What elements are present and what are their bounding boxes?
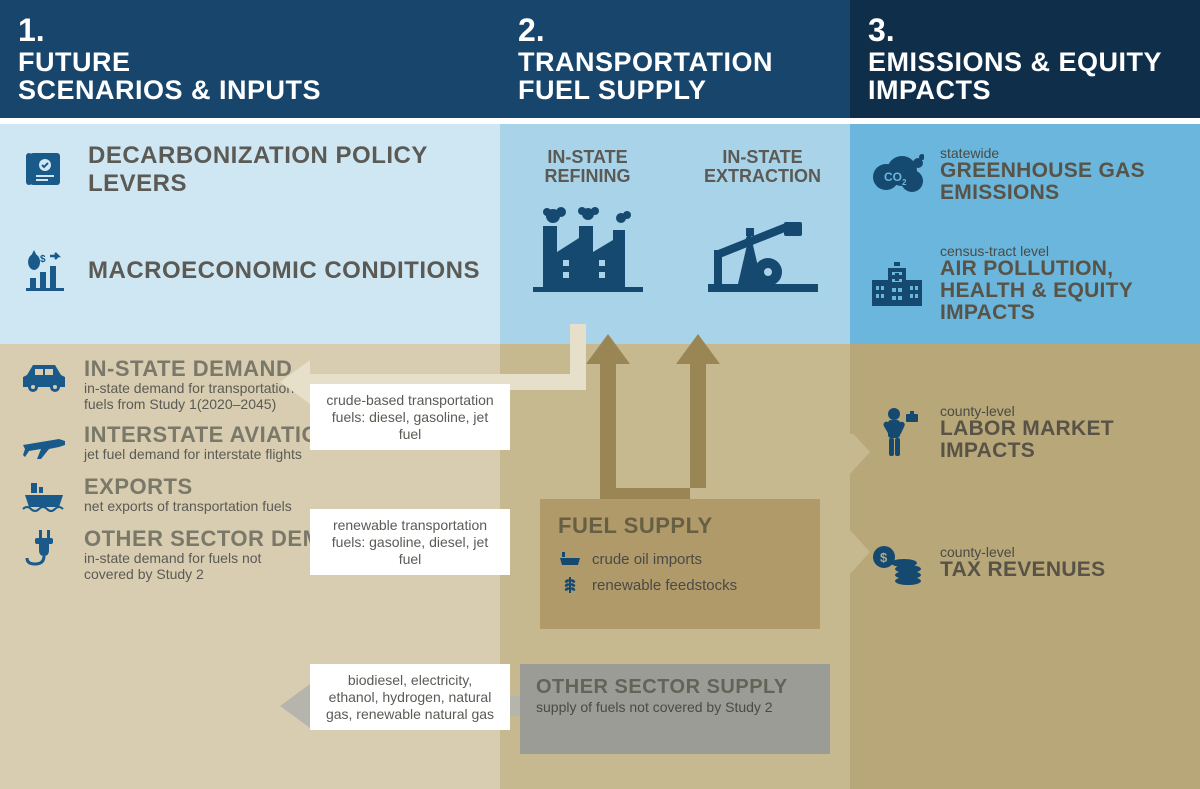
wheat-icon xyxy=(558,575,582,595)
instate-demand-sub: in-state demand for transportation fuels… xyxy=(84,380,304,412)
callout-crude: crude-based transportation fuels: diesel… xyxy=(310,384,510,450)
fuel-supply-line2: renewable feedstocks xyxy=(558,575,802,595)
aviation-sub: jet fuel demand for interstate flights xyxy=(84,446,304,462)
exports-title: EXPORTS xyxy=(84,476,292,498)
other-demand-sub: in-state demand for fuels not covered by… xyxy=(84,550,304,582)
cell-col1-row1: DECARBONIZATION POLICY LEVERS $ MACROECO… xyxy=(0,124,500,344)
extraction-label: IN-STATE EXTRACTION xyxy=(698,148,828,186)
plug-icon xyxy=(20,528,68,568)
macro-conditions-item: $ MACROECONOMIC CONDITIONS xyxy=(0,216,500,314)
coins-icon: $ xyxy=(870,536,924,590)
aviation-title: INTERSTATE AVIATION xyxy=(84,424,336,446)
tanker-icon xyxy=(558,549,582,569)
ghg-title: GREENHOUSE GAS EMISSIONS xyxy=(940,160,1180,204)
header-3-num: 3. xyxy=(868,14,1182,46)
arrow-to-impacts xyxy=(820,434,870,674)
header-2-title: TRANSPORTATION FUEL SUPPLY xyxy=(518,48,832,105)
other-supply-sub: supply of fuels not covered by Study 2 xyxy=(536,699,814,716)
ship-icon xyxy=(20,476,68,516)
instate-demand-title: IN-STATE DEMAND xyxy=(84,358,304,380)
exports-sub: net exports of transportation fuels xyxy=(84,498,292,514)
policy-levers-item: DECARBONIZATION POLICY LEVERS xyxy=(0,124,500,216)
plane-icon xyxy=(20,424,68,464)
header-2-num: 2. xyxy=(518,14,832,46)
diagram-container: 1. FUTURE SCENARIOS & INPUTS 2. TRANSPOR… xyxy=(0,0,1200,789)
air-pollution-item: census-tract level AIR POLLUTION, HEALTH… xyxy=(850,218,1200,338)
header-col-2: 2. TRANSPORTATION FUEL SUPPLY xyxy=(500,0,850,118)
extraction-block: IN-STATE EXTRACTION xyxy=(688,142,838,292)
air-scope: census-tract level xyxy=(940,244,1180,258)
car-icon xyxy=(20,358,68,398)
worker-icon xyxy=(870,406,924,460)
refining-label: IN-STATE REFINING xyxy=(523,148,653,186)
header-col-1: 1. FUTURE SCENARIOS & INPUTS xyxy=(0,0,500,118)
refining-block: IN-STATE REFINING xyxy=(513,142,663,292)
labor-impacts-item: county-level LABOR MARKET IMPACTS xyxy=(850,344,1200,476)
labor-scope: county-level xyxy=(940,404,1180,418)
body-grid: DECARBONIZATION POLICY LEVERS $ MACROECO… xyxy=(0,124,1200,789)
fuel-supply-line1: crude oil imports xyxy=(558,549,802,569)
header-1-title: FUTURE SCENARIOS & INPUTS xyxy=(18,48,482,105)
arrow-fuelsupply-up xyxy=(560,324,780,504)
header-row: 1. FUTURE SCENARIOS & INPUTS 2. TRANSPOR… xyxy=(0,0,1200,118)
oil-pump-icon xyxy=(708,202,818,292)
header-col-3: 3. EMISSIONS & EQUITY IMPACTS xyxy=(850,0,1200,118)
ghg-emissions-item: CO2 statewide GREENHOUSE GAS EMISSIONS xyxy=(850,124,1200,218)
ghg-scope: statewide xyxy=(940,146,1180,160)
air-title: AIR POLLUTION, HEALTH & EQUITY IMPACTS xyxy=(940,258,1180,324)
callout-renewable: renewable transportation fuels: gasoline… xyxy=(310,509,510,575)
other-supply-box: OTHER SECTOR SUPPLY supply of fuels not … xyxy=(520,664,830,754)
cell-col3-row2: county-level LABOR MARKET IMPACTS $ coun… xyxy=(850,344,1200,789)
header-3-title: EMISSIONS & EQUITY IMPACTS xyxy=(868,48,1182,105)
cell-col3-row1: CO2 statewide GREENHOUSE GAS EMISSIONS c… xyxy=(850,124,1200,344)
other-supply-title: OTHER SECTOR SUPPLY xyxy=(536,676,814,699)
svg-text:2: 2 xyxy=(902,178,907,187)
tax-scope: county-level xyxy=(940,545,1105,559)
policy-levers-label: DECARBONIZATION POLICY LEVERS xyxy=(88,142,480,198)
tax-title: TAX REVENUES xyxy=(940,559,1105,581)
labor-title: LABOR MARKET IMPACTS xyxy=(940,418,1180,462)
cell-col2-row1: IN-STATE REFINING xyxy=(500,124,850,344)
svg-text:CO: CO xyxy=(884,170,902,184)
factory-icon xyxy=(533,202,643,292)
scroll-icon xyxy=(20,145,70,195)
callout-other: biodiesel, electricity, ethanol, hydroge… xyxy=(310,664,510,730)
svg-text:$: $ xyxy=(40,254,46,265)
fuel-supply-box: FUEL SUPPLY crude oil imports renewable … xyxy=(540,499,820,629)
tax-revenues-item: $ county-level TAX REVENUES xyxy=(850,476,1200,604)
fuel-supply-title: FUEL SUPPLY xyxy=(558,513,802,539)
co2-icon: CO2 xyxy=(870,148,924,202)
macro-conditions-label: MACROECONOMIC CONDITIONS xyxy=(88,257,480,285)
svg-text:$: $ xyxy=(880,550,888,565)
hospital-icon xyxy=(870,257,924,311)
chart-oil-icon: $ xyxy=(20,246,70,296)
header-1-num: 1. xyxy=(18,14,482,46)
